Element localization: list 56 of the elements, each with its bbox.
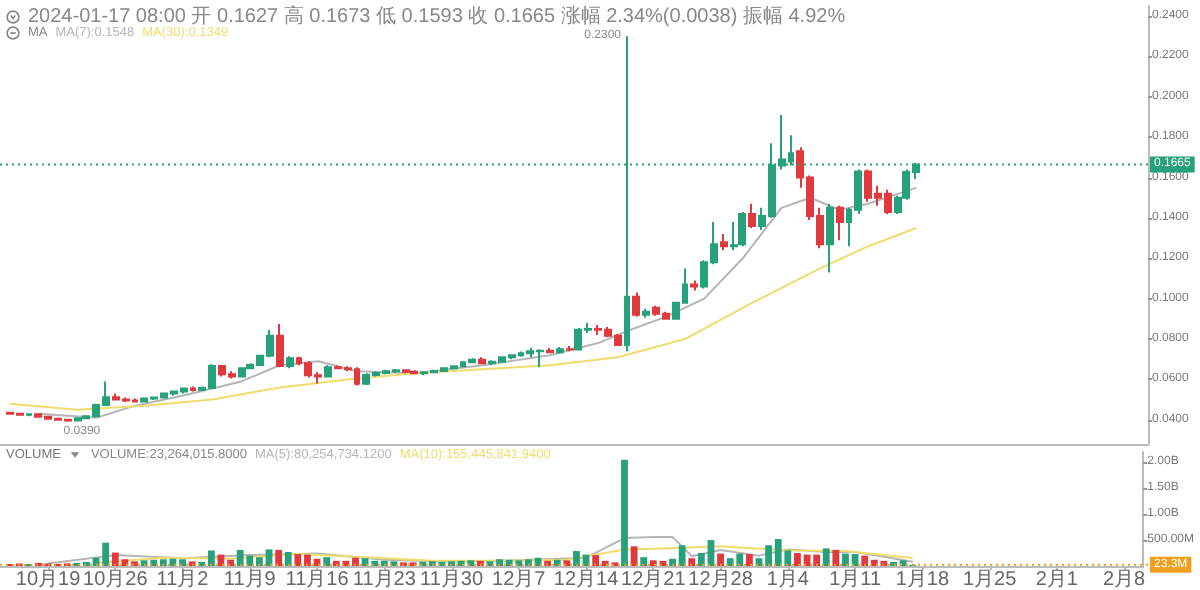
x-tick-label: 11月2: [156, 569, 210, 590]
x-tick-label: 12月28: [688, 569, 754, 590]
candlestick: [26, 412, 32, 418]
line-series: [95, 545, 914, 564]
candlestick: [546, 347, 554, 355]
x-tick-label: 10月26: [83, 569, 149, 590]
candlestick: [826, 202, 834, 274]
candlestick: [738, 210, 746, 248]
bar: [275, 549, 283, 566]
bar: [553, 559, 561, 566]
x-tick-label: 2月8: [1102, 569, 1147, 590]
x-tick-label: 1月11: [829, 569, 882, 590]
x-tick-label: 11月30: [420, 569, 484, 590]
candlestick: [190, 385, 196, 393]
candlestick: [642, 307, 650, 319]
bar: [284, 552, 292, 566]
bar: [688, 558, 696, 566]
candlestick: [276, 322, 284, 369]
candlestick: [402, 368, 410, 375]
candlestick: [478, 356, 486, 366]
bar: [640, 557, 648, 566]
bar: [745, 554, 753, 566]
candlestick: [556, 346, 564, 355]
bar: [832, 549, 840, 566]
x-tick-label: 12月7: [492, 569, 547, 590]
candlestick: [324, 364, 332, 379]
bar: [822, 548, 830, 566]
candlestick: [632, 291, 640, 318]
candlestick: [836, 204, 844, 242]
x-tick-label: 11月9: [223, 569, 277, 590]
candlestick: [238, 366, 246, 379]
candlestick: [720, 233, 728, 252]
x-tick-label: 1月4: [766, 569, 810, 590]
candlestick: [566, 345, 574, 353]
x-tick-label: 2月1: [1035, 569, 1079, 590]
candlestick: [74, 416, 82, 422]
candlestick: [286, 355, 294, 370]
x-tick-label: 1月18: [895, 569, 950, 590]
bar: [563, 560, 571, 566]
candlestick: [410, 369, 418, 376]
bar: [621, 459, 628, 566]
x-tick-label: 12月21: [621, 569, 687, 590]
annotation: 2024-01-17 08:00 开 0.1627 高 0.1673 低 0.1593 收 0.1665 涨幅 2.34%(0.0038) 振幅 4.92%: [28, 3, 846, 28]
candlestick: [468, 357, 476, 365]
bar: [717, 553, 724, 566]
x-tick-label: 11月16: [285, 569, 350, 590]
candlestick: [730, 220, 738, 252]
line-series: [37, 186, 918, 419]
x-tick-label: 11月23: [352, 569, 417, 590]
x-tick-label: 10月19: [15, 569, 82, 590]
bar: [323, 557, 331, 566]
line-series: [8, 227, 918, 411]
candlestick: [690, 279, 698, 292]
x-tick-label: 12月14: [553, 569, 620, 590]
x-tick-label: 1月25: [962, 569, 1018, 590]
candlestick: [748, 202, 756, 230]
